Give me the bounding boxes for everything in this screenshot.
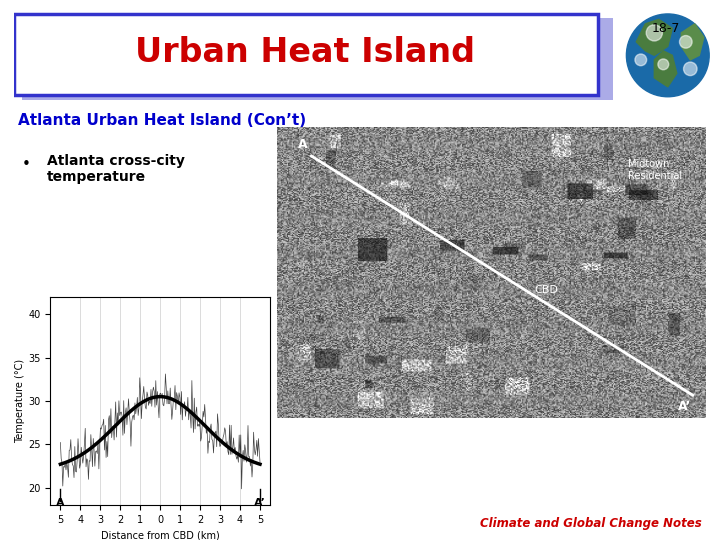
Text: Atlanta Urban Heat Island (Con’t): Atlanta Urban Heat Island (Con’t) — [18, 113, 306, 129]
Text: •: • — [22, 157, 30, 172]
Polygon shape — [654, 51, 677, 87]
Text: Climate and Global Change Notes: Climate and Global Change Notes — [480, 517, 702, 530]
Text: Urban Heat Island: Urban Heat Island — [135, 36, 474, 69]
Circle shape — [635, 54, 647, 66]
Text: 18-7: 18-7 — [652, 22, 680, 35]
Text: CBD: CBD — [534, 285, 558, 295]
Y-axis label: Temperature (°C): Temperature (°C) — [15, 359, 25, 443]
Polygon shape — [681, 24, 703, 60]
Circle shape — [626, 14, 709, 97]
FancyBboxPatch shape — [14, 15, 598, 94]
Circle shape — [658, 59, 669, 70]
Text: Atlanta cross-city
temperature: Atlanta cross-city temperature — [47, 154, 184, 184]
Circle shape — [680, 36, 692, 48]
Text: A: A — [56, 498, 65, 508]
Circle shape — [683, 62, 697, 76]
Circle shape — [647, 25, 662, 41]
Text: A’: A’ — [254, 498, 266, 508]
Text: Midtown
Residential: Midtown Residential — [629, 159, 683, 181]
FancyBboxPatch shape — [22, 18, 613, 107]
Text: A: A — [298, 138, 307, 151]
X-axis label: Distance from CBD (km): Distance from CBD (km) — [101, 530, 220, 540]
Polygon shape — [636, 19, 672, 56]
Text: A’: A’ — [678, 400, 690, 413]
